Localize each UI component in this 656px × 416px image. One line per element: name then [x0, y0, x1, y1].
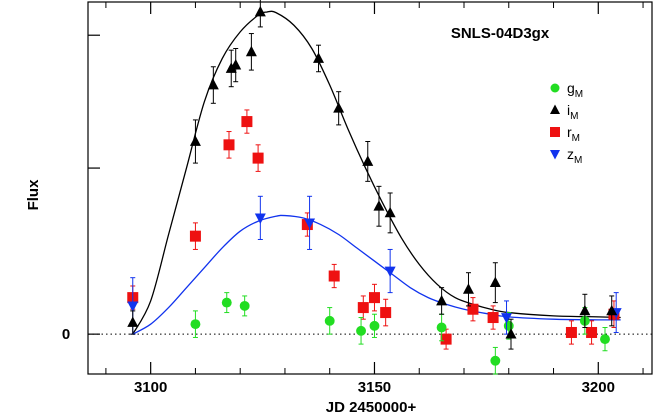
legend-marker-i — [550, 104, 560, 114]
data-point-i — [313, 52, 325, 63]
data-point-r — [487, 312, 499, 324]
data-point-r — [586, 326, 598, 338]
data-point-i — [127, 316, 139, 327]
data-point-r — [368, 292, 380, 304]
y-axis-label: Flux — [25, 179, 42, 210]
legend-marker-r — [550, 127, 560, 137]
legend-label-g: gM — [567, 80, 583, 100]
plot-frame — [87, 1, 653, 375]
data-point-i — [462, 283, 474, 294]
data-point-g — [190, 319, 201, 330]
data-point-i — [579, 304, 591, 316]
data-point-g — [239, 300, 250, 311]
data-point-r — [328, 270, 340, 282]
data-point-i — [333, 102, 345, 113]
data-point-g — [436, 322, 447, 333]
data-point-r — [241, 116, 253, 128]
data-point-g — [600, 334, 610, 345]
legend-label-z: zM — [567, 146, 582, 166]
data-point-g — [490, 355, 501, 366]
legend-marker-z — [550, 150, 560, 160]
data-point-i — [189, 135, 201, 146]
data-point-g — [503, 320, 514, 331]
data-point-i — [254, 5, 266, 17]
data-point-i — [207, 78, 219, 90]
data-point-i — [245, 45, 257, 57]
data-point-r — [467, 303, 479, 315]
data-points — [127, 0, 622, 375]
axis-ticks: 3100 3150 3200 0 — [62, 2, 644, 396]
fit-curve-z — [132, 214, 621, 335]
data-point-i — [362, 155, 374, 166]
fit-curve-i — [132, 10, 621, 335]
data-point-r — [189, 230, 201, 242]
data-point-i — [230, 59, 242, 70]
data-point-i — [384, 206, 396, 218]
data-point-g — [324, 315, 335, 326]
data-point-r — [223, 139, 235, 151]
y-tick-label: 0 — [62, 326, 70, 343]
data-point-z — [254, 213, 266, 224]
data-point-i — [606, 304, 618, 316]
data-point-z — [127, 301, 139, 312]
x-tick-label: 3200 — [582, 379, 615, 396]
data-point-g — [221, 297, 232, 308]
legend-label-r: rM — [567, 124, 580, 144]
chart-title: SNLS-04D3gx — [451, 25, 550, 42]
data-point-z — [501, 313, 513, 324]
data-point-g — [369, 320, 380, 331]
legend-label-i: iM — [567, 102, 578, 122]
data-point-r — [565, 326, 577, 338]
data-point-i — [436, 294, 448, 306]
data-point-z — [384, 266, 396, 278]
data-point-g — [356, 325, 366, 336]
data-point-i — [505, 328, 517, 339]
data-point-r — [252, 152, 264, 164]
fit-curves — [132, 10, 621, 335]
x-axis-label: JD 2450000+ — [326, 399, 417, 416]
data-point-i — [373, 200, 385, 211]
data-point-i — [489, 276, 501, 288]
data-point-r — [440, 333, 452, 345]
legend-marker-g — [550, 83, 560, 93]
x-tick-label: 3150 — [358, 379, 391, 396]
x-tick-label: 3100 — [134, 379, 167, 396]
data-point-r — [380, 307, 392, 319]
data-point-r — [357, 302, 369, 314]
data-point-z — [304, 218, 316, 229]
